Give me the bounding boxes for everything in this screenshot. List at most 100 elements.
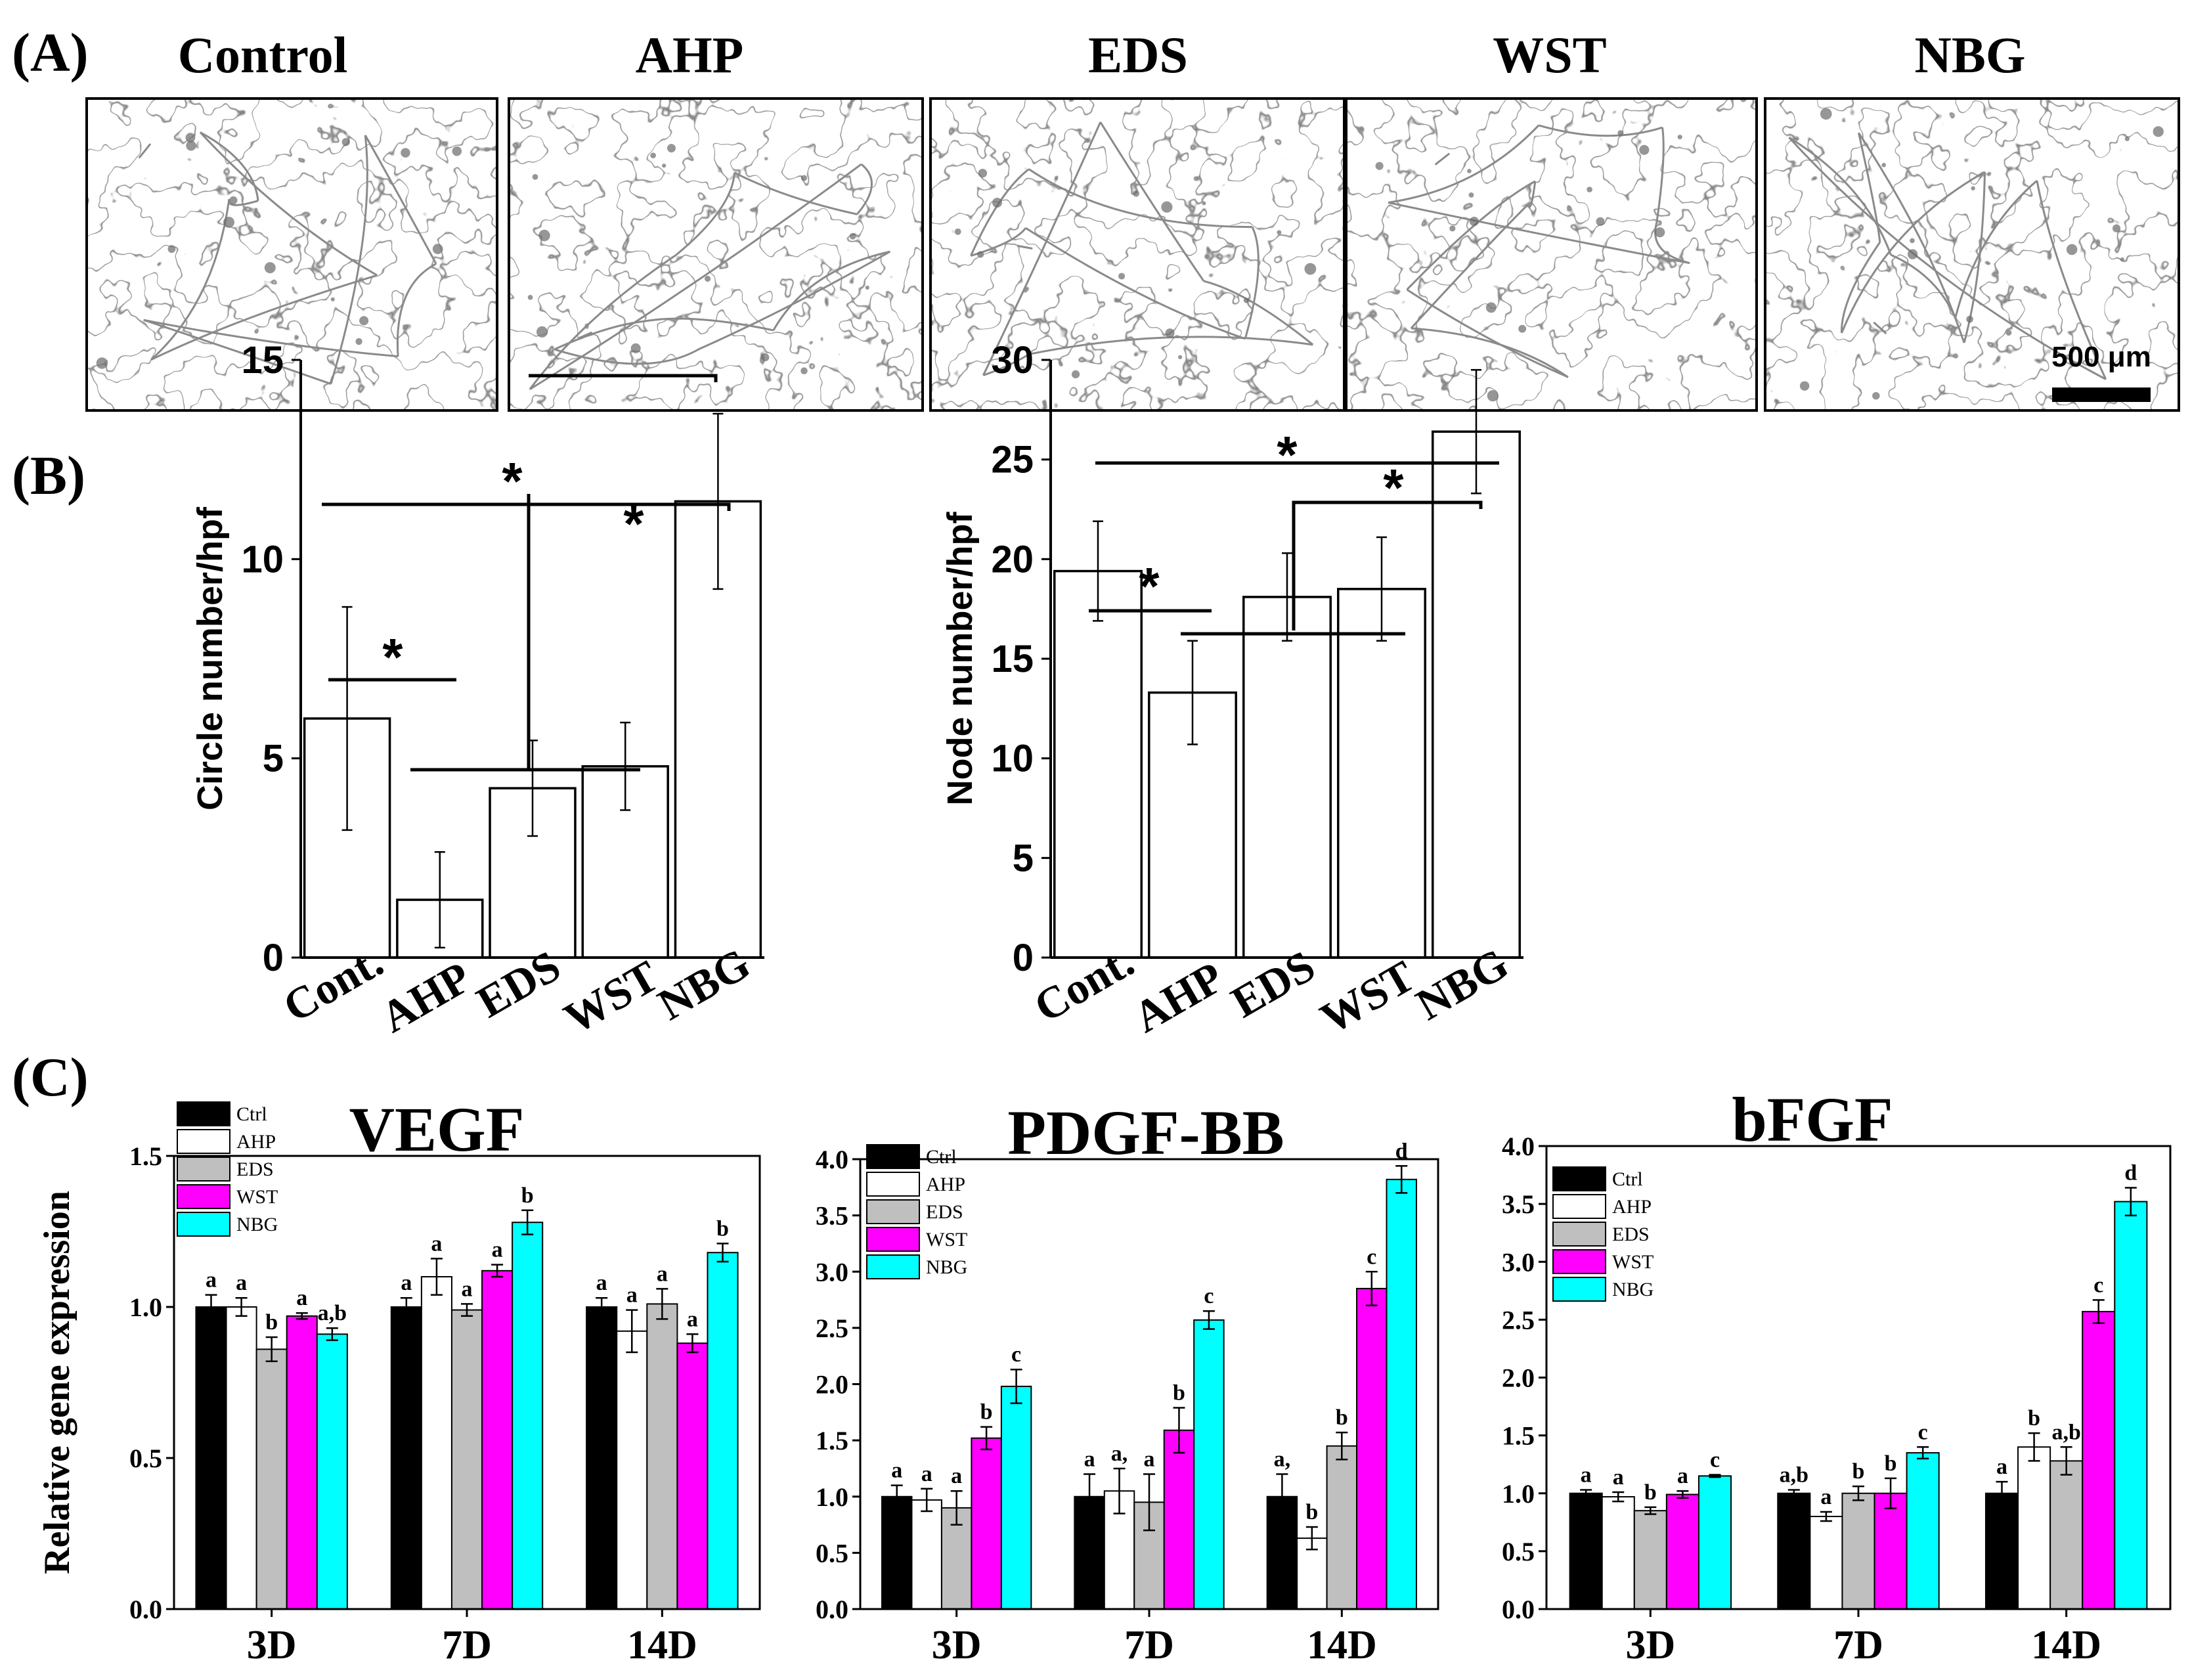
bar-NBG xyxy=(1432,430,1521,959)
legend-swatch-nbg xyxy=(866,1254,920,1279)
cell-dot xyxy=(359,316,369,326)
cell-dot xyxy=(2005,330,2012,336)
tube-segment xyxy=(554,348,699,365)
cell-dot xyxy=(96,357,108,369)
cell-dot xyxy=(1596,217,1605,226)
chart-title: VEGF xyxy=(349,1094,525,1164)
cell-dot xyxy=(1910,238,1915,244)
y-tick-label: 2.5 xyxy=(816,1314,848,1343)
legend-label: Ctrl xyxy=(1612,1168,1643,1190)
cell-network-texture xyxy=(931,99,1344,410)
tube-segment xyxy=(772,250,890,331)
significance-letter: a xyxy=(1084,1448,1095,1472)
micrograph-frame xyxy=(85,97,498,412)
bar-nbg-14D xyxy=(707,1252,739,1610)
bar-nbg-7D xyxy=(1906,1452,1940,1610)
tube-segment xyxy=(138,143,151,159)
y-tick-label: 3.0 xyxy=(816,1257,848,1287)
tube-segment xyxy=(1203,280,1314,346)
x-tick-label: 7D xyxy=(1124,1623,1174,1668)
significance-letter: a xyxy=(951,1464,962,1488)
tube-segment xyxy=(1655,127,1665,223)
cell-dot xyxy=(650,152,656,159)
bar-nbg-3D xyxy=(1697,1475,1732,1610)
cell-dot xyxy=(865,285,869,290)
tube-segment xyxy=(1654,222,1690,265)
cell-dot xyxy=(800,367,808,374)
bar-nbg-7D xyxy=(1193,1319,1225,1610)
bar-wst-7D xyxy=(481,1270,514,1610)
cell-dot xyxy=(1587,187,1592,192)
tube-segment xyxy=(228,198,259,206)
tube-segment xyxy=(1099,122,1205,282)
cell-network-texture xyxy=(1346,99,1757,410)
cell-dot xyxy=(223,216,234,228)
y-tick-label: 1.5 xyxy=(816,1426,848,1455)
tube-segment xyxy=(644,317,774,332)
bar-ahp-14D xyxy=(616,1330,648,1610)
cell-dot xyxy=(186,141,196,151)
y-tick-label: 0.0 xyxy=(1502,1595,1535,1624)
tube-segment xyxy=(330,135,368,385)
bar-ctrl-3D xyxy=(195,1306,227,1610)
cell-dot xyxy=(401,148,410,158)
micrograph-control xyxy=(85,97,498,412)
tube-segment xyxy=(1841,171,1986,334)
cell-dot xyxy=(1449,225,1456,232)
tube-segment xyxy=(1954,179,2038,319)
legend-label: WST xyxy=(926,1229,967,1250)
tube-segment xyxy=(554,320,645,351)
tube-segment xyxy=(578,332,592,340)
tube-segment xyxy=(1788,137,1892,255)
significance-letter: b xyxy=(1305,1500,1318,1524)
bar-ahp-3D xyxy=(225,1306,257,1610)
significance-letter: a xyxy=(1144,1448,1155,1472)
legend-swatch-ahp xyxy=(177,1129,230,1154)
cell-dot xyxy=(1243,298,1249,303)
cell-dot xyxy=(667,144,676,153)
legend-swatch-ctrl xyxy=(866,1144,920,1169)
significance-star: * xyxy=(1383,458,1404,517)
tube-segment xyxy=(199,131,378,276)
y-tick-label: 20 xyxy=(991,538,1034,581)
cell-dot xyxy=(1487,390,1499,402)
cell-dot xyxy=(432,244,443,254)
tube-segment xyxy=(1963,171,1986,343)
y-tick-label: 0.5 xyxy=(129,1444,162,1473)
tube-segment xyxy=(1873,322,1887,335)
cell-dot xyxy=(978,168,988,178)
bar-nbg-3D xyxy=(1000,1385,1032,1610)
cell-dot xyxy=(1799,381,1810,391)
bar-eds-3D xyxy=(255,1348,288,1610)
cell-dot xyxy=(1469,216,1479,227)
legend-label: AHP xyxy=(1612,1196,1652,1218)
significance-letter: a xyxy=(206,1268,217,1293)
cell-dot xyxy=(1071,370,1080,379)
micrograph-eds xyxy=(929,97,1346,412)
significance-letter: a xyxy=(687,1307,698,1331)
cell-dot xyxy=(1133,190,1139,197)
cell-dot xyxy=(1165,328,1175,338)
legend-swatch-eds xyxy=(177,1157,230,1182)
significance-letter: b xyxy=(1644,1480,1657,1505)
significance-letter: b xyxy=(265,1310,278,1335)
micrograph-ahp xyxy=(508,97,924,412)
x-tick-label: 3D xyxy=(1625,1623,1675,1668)
significance-letter: a xyxy=(1581,1463,1592,1487)
significance-letter: a xyxy=(462,1277,473,1301)
tube-segment xyxy=(2036,180,2107,380)
significance-letter: c xyxy=(1710,1448,1720,1472)
bar-Cont. xyxy=(1053,569,1143,959)
cell-dot xyxy=(536,326,548,338)
y-tick-label: 0 xyxy=(263,937,284,979)
y-tick-label: 2.0 xyxy=(1502,1363,1535,1393)
micrograph-wst xyxy=(1345,97,1758,412)
legend-swatch-ahp xyxy=(866,1172,920,1197)
y-tick-label: 10 xyxy=(991,738,1034,780)
cell-dot xyxy=(1202,201,1206,206)
significance-letter: d xyxy=(2124,1161,2137,1185)
significance-star: * xyxy=(382,628,403,686)
bar-eds-7D xyxy=(450,1309,483,1610)
